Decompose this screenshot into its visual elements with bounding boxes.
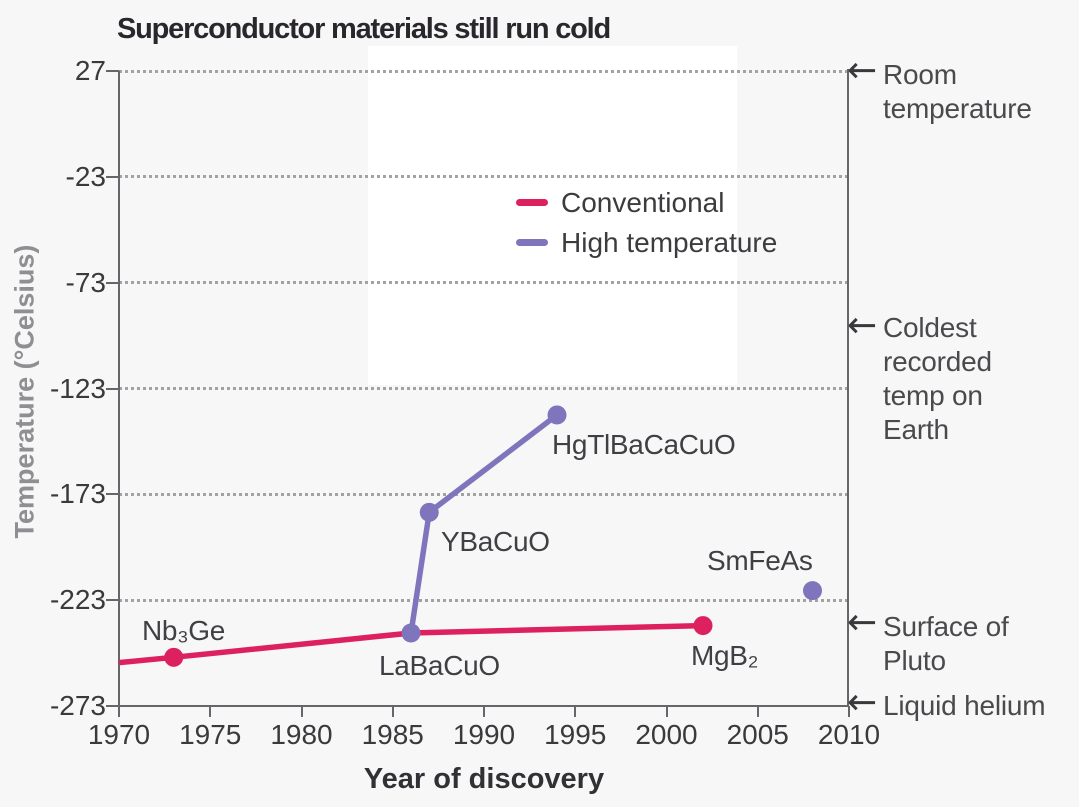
- y-tick-label: 27: [74, 55, 106, 86]
- y-tick-mark: [106, 387, 119, 390]
- annotation-line: recorded: [883, 346, 992, 377]
- data-point: [547, 405, 567, 425]
- gridline--173: [119, 492, 848, 496]
- data-point: [693, 616, 713, 636]
- point-label-YBaCuO: YBaCuO: [441, 526, 550, 557]
- y-axis-line: [118, 71, 120, 707]
- y-tick-mark: [106, 175, 119, 178]
- series-line-high-temperature: [408, 412, 559, 634]
- y-tick-mark: [106, 281, 119, 284]
- series-line-conventional: [118, 622, 704, 666]
- y-tick-label: -73: [65, 266, 106, 298]
- y-tick-label: -273: [49, 690, 106, 721]
- point-label-MgB: MgB₂: [691, 640, 759, 671]
- annotation-line: Liquid helium: [883, 690, 1046, 721]
- chart-title: Superconductor materials still run cold: [117, 13, 611, 45]
- x-tick-label: 1985: [361, 719, 424, 750]
- right-frame-line: [847, 69, 849, 707]
- data-point: [401, 623, 421, 643]
- point-label-SmFeAs: SmFeAs: [707, 545, 813, 576]
- annotation-surface-of: Surface of Pluto: [883, 610, 1009, 678]
- annotation-arrow-icon: ←: [847, 305, 878, 346]
- data-point: [164, 647, 184, 667]
- gridline-27: [119, 69, 848, 73]
- annotation-arrow-icon: ←: [847, 50, 878, 91]
- x-tick-mark: [665, 706, 668, 717]
- x-tick-label: 2005: [726, 719, 789, 750]
- x-tick-label: 1975: [179, 719, 242, 750]
- y-tick-mark: [106, 599, 119, 602]
- y-axis-title: Temperature (°Celsius): [9, 244, 40, 539]
- gridline--223: [119, 598, 848, 602]
- annotation-arrow-icon: ←: [847, 602, 878, 643]
- point-label-LaBaCuO: LaBaCuO: [379, 650, 500, 681]
- x-tick-label: 2000: [635, 719, 698, 750]
- x-tick-mark: [209, 706, 212, 717]
- x-tick-mark: [391, 706, 394, 717]
- annotation-room: Room temperature: [883, 58, 1032, 126]
- x-tick-label: 1995: [544, 719, 607, 750]
- point-label-NbGe: Nb₃Ge: [142, 615, 226, 646]
- y-tick-mark: [106, 70, 119, 72]
- x-tick-label: 1970: [87, 719, 151, 750]
- legend-swatch-conventional: [516, 199, 548, 206]
- y-tick-mark: [106, 493, 119, 496]
- legend-label: Conventional: [561, 187, 725, 218]
- data-point: [803, 581, 822, 601]
- legend-label: High temperature: [561, 227, 778, 258]
- annotation-line: Earth: [883, 414, 949, 445]
- y-tick-label: -23: [65, 160, 106, 192]
- x-axis-title: Year of discovery: [363, 763, 605, 795]
- x-tick-mark: [118, 706, 120, 717]
- y-tick-label: -123: [49, 372, 106, 404]
- annotation-arrow-icon: ←: [847, 682, 878, 723]
- x-tick-label: 1980: [270, 719, 333, 750]
- x-tick-mark: [574, 706, 577, 717]
- gridline--73: [119, 281, 848, 285]
- point-label-HgTlBaCaCuO: HgTlBaCaCuO: [552, 429, 736, 460]
- annotation-line: temp on: [883, 380, 983, 411]
- y-tick-label: -173: [49, 478, 106, 510]
- x-tick-mark: [300, 706, 303, 717]
- y-tick-label: -223: [49, 584, 106, 616]
- x-tick-label: 1990: [452, 719, 516, 750]
- x-tick-mark: [756, 706, 759, 717]
- legend-swatch-high-temperature: [516, 239, 548, 246]
- x-tick-mark: [483, 706, 485, 717]
- annotation-line: Surface of: [883, 611, 1009, 642]
- annotation-line: Coldest: [883, 312, 977, 343]
- gridline--23: [119, 175, 848, 179]
- annotation-coldest: Coldest recorded temp on Earth: [883, 311, 992, 447]
- y-tick-mark: [106, 705, 119, 707]
- annotation-liquid-helium: Liquid helium: [883, 689, 1046, 723]
- x-tick-mark: [848, 706, 850, 717]
- data-point: [419, 502, 439, 522]
- annotation-line: Room: [883, 59, 957, 90]
- legend-background-box: [368, 46, 737, 385]
- gridline--123: [119, 387, 848, 390]
- annotation-line: Pluto: [883, 645, 946, 676]
- x-tick-label: 2010: [817, 719, 881, 750]
- annotation-line: temperature: [883, 93, 1032, 124]
